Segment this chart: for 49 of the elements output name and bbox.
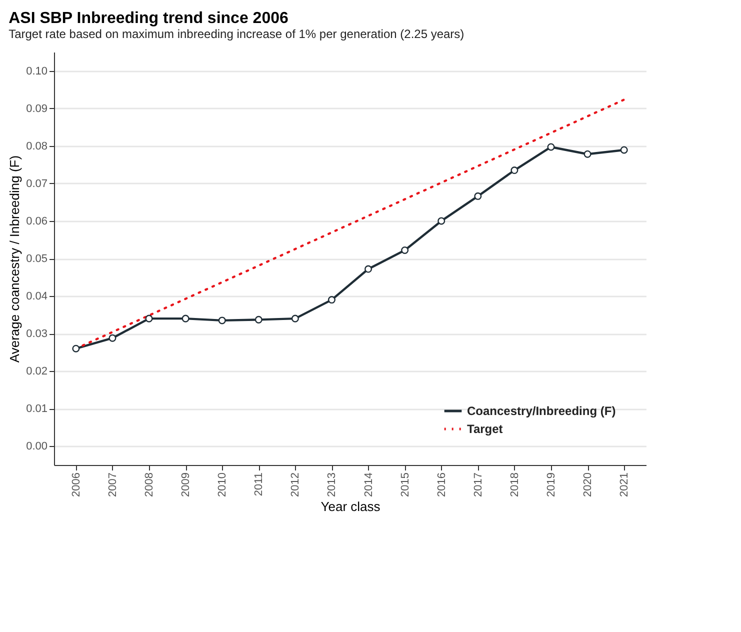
point: [218, 316, 226, 324]
x-tick-label: 2021: [618, 472, 631, 497]
x-tick-label: 2013: [326, 472, 338, 497]
y-tick-label: 0.10: [26, 65, 48, 78]
point: [291, 314, 299, 322]
point: [364, 265, 372, 273]
y-tick-label: 0.04: [26, 290, 48, 303]
x-tick-label: 2007: [106, 472, 119, 497]
point: [254, 316, 262, 324]
x-tick-label: 2017: [472, 472, 484, 497]
point: [182, 314, 190, 322]
y-tick-label: 0.09: [26, 102, 48, 115]
x-tick-label: 2010: [216, 472, 229, 497]
point: [438, 217, 446, 225]
y-tick-label: 0.08: [26, 140, 48, 152]
x-tick-label: 2012: [290, 472, 302, 497]
x-tick-label: 2009: [180, 472, 192, 497]
x-tick-label: 2019: [545, 472, 558, 497]
y-tick-label: 0.07: [26, 178, 48, 190]
point: [108, 334, 116, 342]
point: [620, 146, 628, 154]
point: [510, 166, 518, 174]
x-tick-label: 2020: [582, 472, 594, 497]
legend-label: Coancestry/Inbreeding (F): [467, 404, 616, 418]
y-tick-label: 0.05: [26, 253, 48, 265]
y-tick-label: 0.03: [26, 328, 48, 340]
y-tick-label: 0.02: [26, 366, 48, 378]
point: [547, 143, 555, 151]
y-tick-label: 0.01: [26, 403, 48, 416]
x-tick-label: 2008: [144, 472, 156, 497]
x-axis-title: Year class: [320, 498, 381, 514]
chart-title: ASI SBP Inbreeding trend since 2006: [8, 10, 288, 27]
point: [474, 192, 482, 200]
x-tick-label: 2018: [508, 472, 521, 497]
point: [584, 150, 592, 158]
x-tick-label: 2011: [253, 472, 266, 496]
point: [72, 344, 80, 352]
x-tick-label: 2015: [399, 472, 412, 497]
y-tick-label: 0.00: [26, 440, 48, 453]
y-axis-title: Average coancestry / Inbreeding (F): [7, 155, 22, 363]
x-tick-label: 2016: [436, 472, 448, 497]
legend-label: Target: [467, 422, 503, 436]
chart-subtitle: Target rate based on maximum inbreeding increase of 1% per generation (2.25 years): [8, 27, 464, 41]
x-tick-label: 2006: [70, 472, 82, 497]
x-tick-label: 2014: [362, 472, 375, 497]
y-tick-label: 0.06: [26, 215, 48, 228]
point: [145, 314, 153, 322]
point: [328, 296, 336, 304]
point: [401, 246, 409, 254]
